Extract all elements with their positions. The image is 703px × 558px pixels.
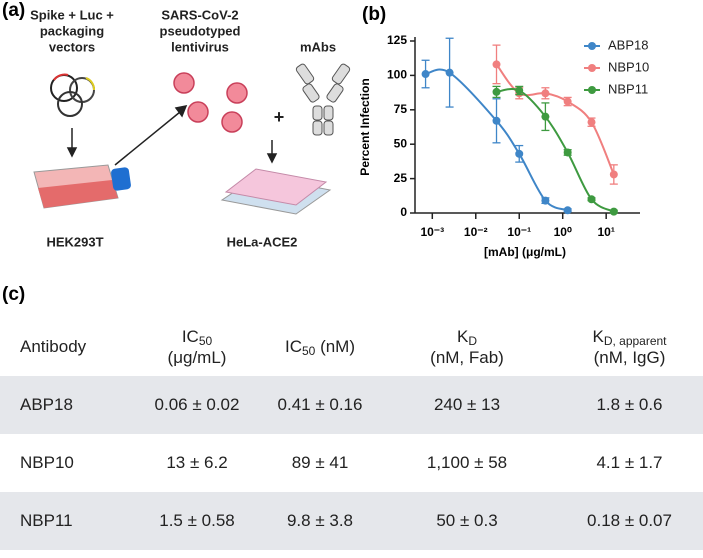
x-tick-label: 10⁰ [554, 225, 572, 239]
y-tick-label: 125 [387, 33, 407, 47]
header-cell: Antibody [20, 337, 87, 356]
data-point [563, 206, 572, 215]
data-point [492, 116, 501, 125]
table-cell: 0.18 ± 0.07 [587, 511, 672, 530]
x-tick-label: 10⁻² [464, 225, 488, 239]
arrows [66, 104, 278, 166]
chart: Percent Infection [mAb] (μg/mL) 0 25 50 75 1… [360, 33, 649, 259]
data-point [492, 87, 501, 96]
x-tick-label: 10⁻³ [420, 225, 444, 239]
subscript: 50 [301, 343, 316, 358]
data-point [421, 70, 430, 79]
text: (nM) [315, 336, 356, 356]
data-point [609, 170, 618, 179]
data-point [541, 89, 550, 98]
diagram: Spike + Luc + packaging vectors SARS-CoV… [30, 7, 351, 249]
table-cell: 9.8 ± 3.8 [286, 511, 354, 530]
label: lentivirus [171, 39, 229, 54]
y-axis-label: Percent Infection [360, 78, 372, 175]
data-point [515, 86, 524, 95]
x-tick-label: 10¹ [598, 225, 615, 239]
legend-label: NBP10 [608, 59, 649, 74]
subscript: 50 [198, 333, 213, 348]
table-cell: 89 ± 41 [291, 453, 349, 472]
text: IC [284, 336, 302, 356]
data-point [563, 148, 572, 157]
label: HEK293T [46, 234, 103, 249]
data-point [541, 112, 550, 121]
header-row: Antibody IC50 (μg/mL) IC50 (nM) KD (nM, Fa… [0, 318, 703, 376]
table-cell: 1.5 ± 0.58 [159, 511, 235, 530]
label: mAbs [300, 39, 336, 54]
label: vectors [49, 39, 95, 54]
header-cell: IC50 (nM) [262, 337, 378, 358]
table-cell: 0.06 ± 0.02 [154, 395, 240, 414]
data-point [587, 195, 596, 204]
text: K [592, 326, 604, 346]
table-cell: 4.1 ± 1.7 [596, 453, 663, 472]
fit-curve [496, 87, 615, 213]
table-row: ABP18 0.06 ± 0.02 0.41 ± 0.16 240 ± 13 1.8 ±… [0, 376, 703, 434]
table-cell: 240 ± 13 [433, 395, 501, 414]
text: (μg/mL) [167, 347, 227, 367]
subscript: D [468, 333, 477, 348]
data-point [541, 196, 550, 205]
text: K [456, 326, 469, 346]
text: (nM, Fab) [430, 347, 504, 367]
table-cell: ABP18 [20, 395, 73, 414]
viruses [173, 72, 248, 133]
panel-label: (a) [2, 0, 26, 21]
legend-label: ABP18 [608, 37, 648, 52]
table-cell: 1,100 ± 58 [426, 453, 508, 472]
data-point [563, 97, 572, 106]
panel-label: (b) [362, 4, 387, 25]
data-point [587, 118, 596, 127]
table: Antibody IC50 (μg/mL) IC50 (nM) KD (nM, Fa… [0, 318, 703, 550]
header-cell: KD, apparent (nM, IgG) [556, 327, 703, 368]
x-tick-label: 10⁻¹ [507, 225, 531, 239]
antibody [295, 63, 351, 136]
x-axis-label: [mAb] (μg/mL) [484, 245, 566, 259]
data-point [609, 207, 618, 216]
plate [220, 168, 332, 215]
label: SARS-CoV-2 [161, 7, 238, 22]
table-cell: 1.8 ± 0.6 [596, 395, 663, 414]
table-cell: 13 ± 6.2 [166, 453, 228, 472]
label: Spike + Luc + [30, 7, 114, 22]
text: IC [181, 326, 199, 346]
flask [33, 164, 131, 209]
plasmids [50, 73, 95, 117]
header-cell: IC50 (μg/mL) [132, 327, 262, 368]
subscript: D, apparent [603, 333, 667, 348]
header-cell: KD (nM, Fab) [378, 327, 556, 368]
y-tick-label: 0 [400, 205, 407, 219]
fit-curve [495, 63, 615, 175]
table-row: NBP11 1.5 ± 0.58 9.8 ± 3.8 50 ± 0.3 0.18 ± 0… [0, 492, 703, 550]
y-tick-label: 100 [387, 68, 407, 82]
panel-label: (c) [2, 284, 26, 305]
data-point [492, 60, 501, 69]
label: HeLa-ACE2 [227, 234, 298, 249]
y-tick-label: 50 [394, 136, 408, 150]
data-point [445, 68, 454, 77]
plus: + [274, 107, 285, 127]
table-row: NBP10 13 ± 6.2 89 ± 41 1,100 ± 58 4.1 ± 1.7 [0, 434, 703, 492]
table-cell: NBP11 [20, 511, 73, 530]
text: (nM, IgG) [593, 347, 666, 367]
table-cell: 0.41 ± 0.16 [277, 395, 363, 414]
y-tick-label: 75 [394, 102, 408, 116]
label: pseudotyped [160, 23, 241, 38]
y-tick-label: 25 [394, 171, 408, 185]
label: packaging [40, 23, 104, 38]
table-cell: NBP10 [20, 453, 74, 472]
legend-label: NBP11 [608, 81, 648, 96]
table-cell: 50 ± 0.3 [436, 511, 498, 530]
data-point [515, 149, 524, 158]
